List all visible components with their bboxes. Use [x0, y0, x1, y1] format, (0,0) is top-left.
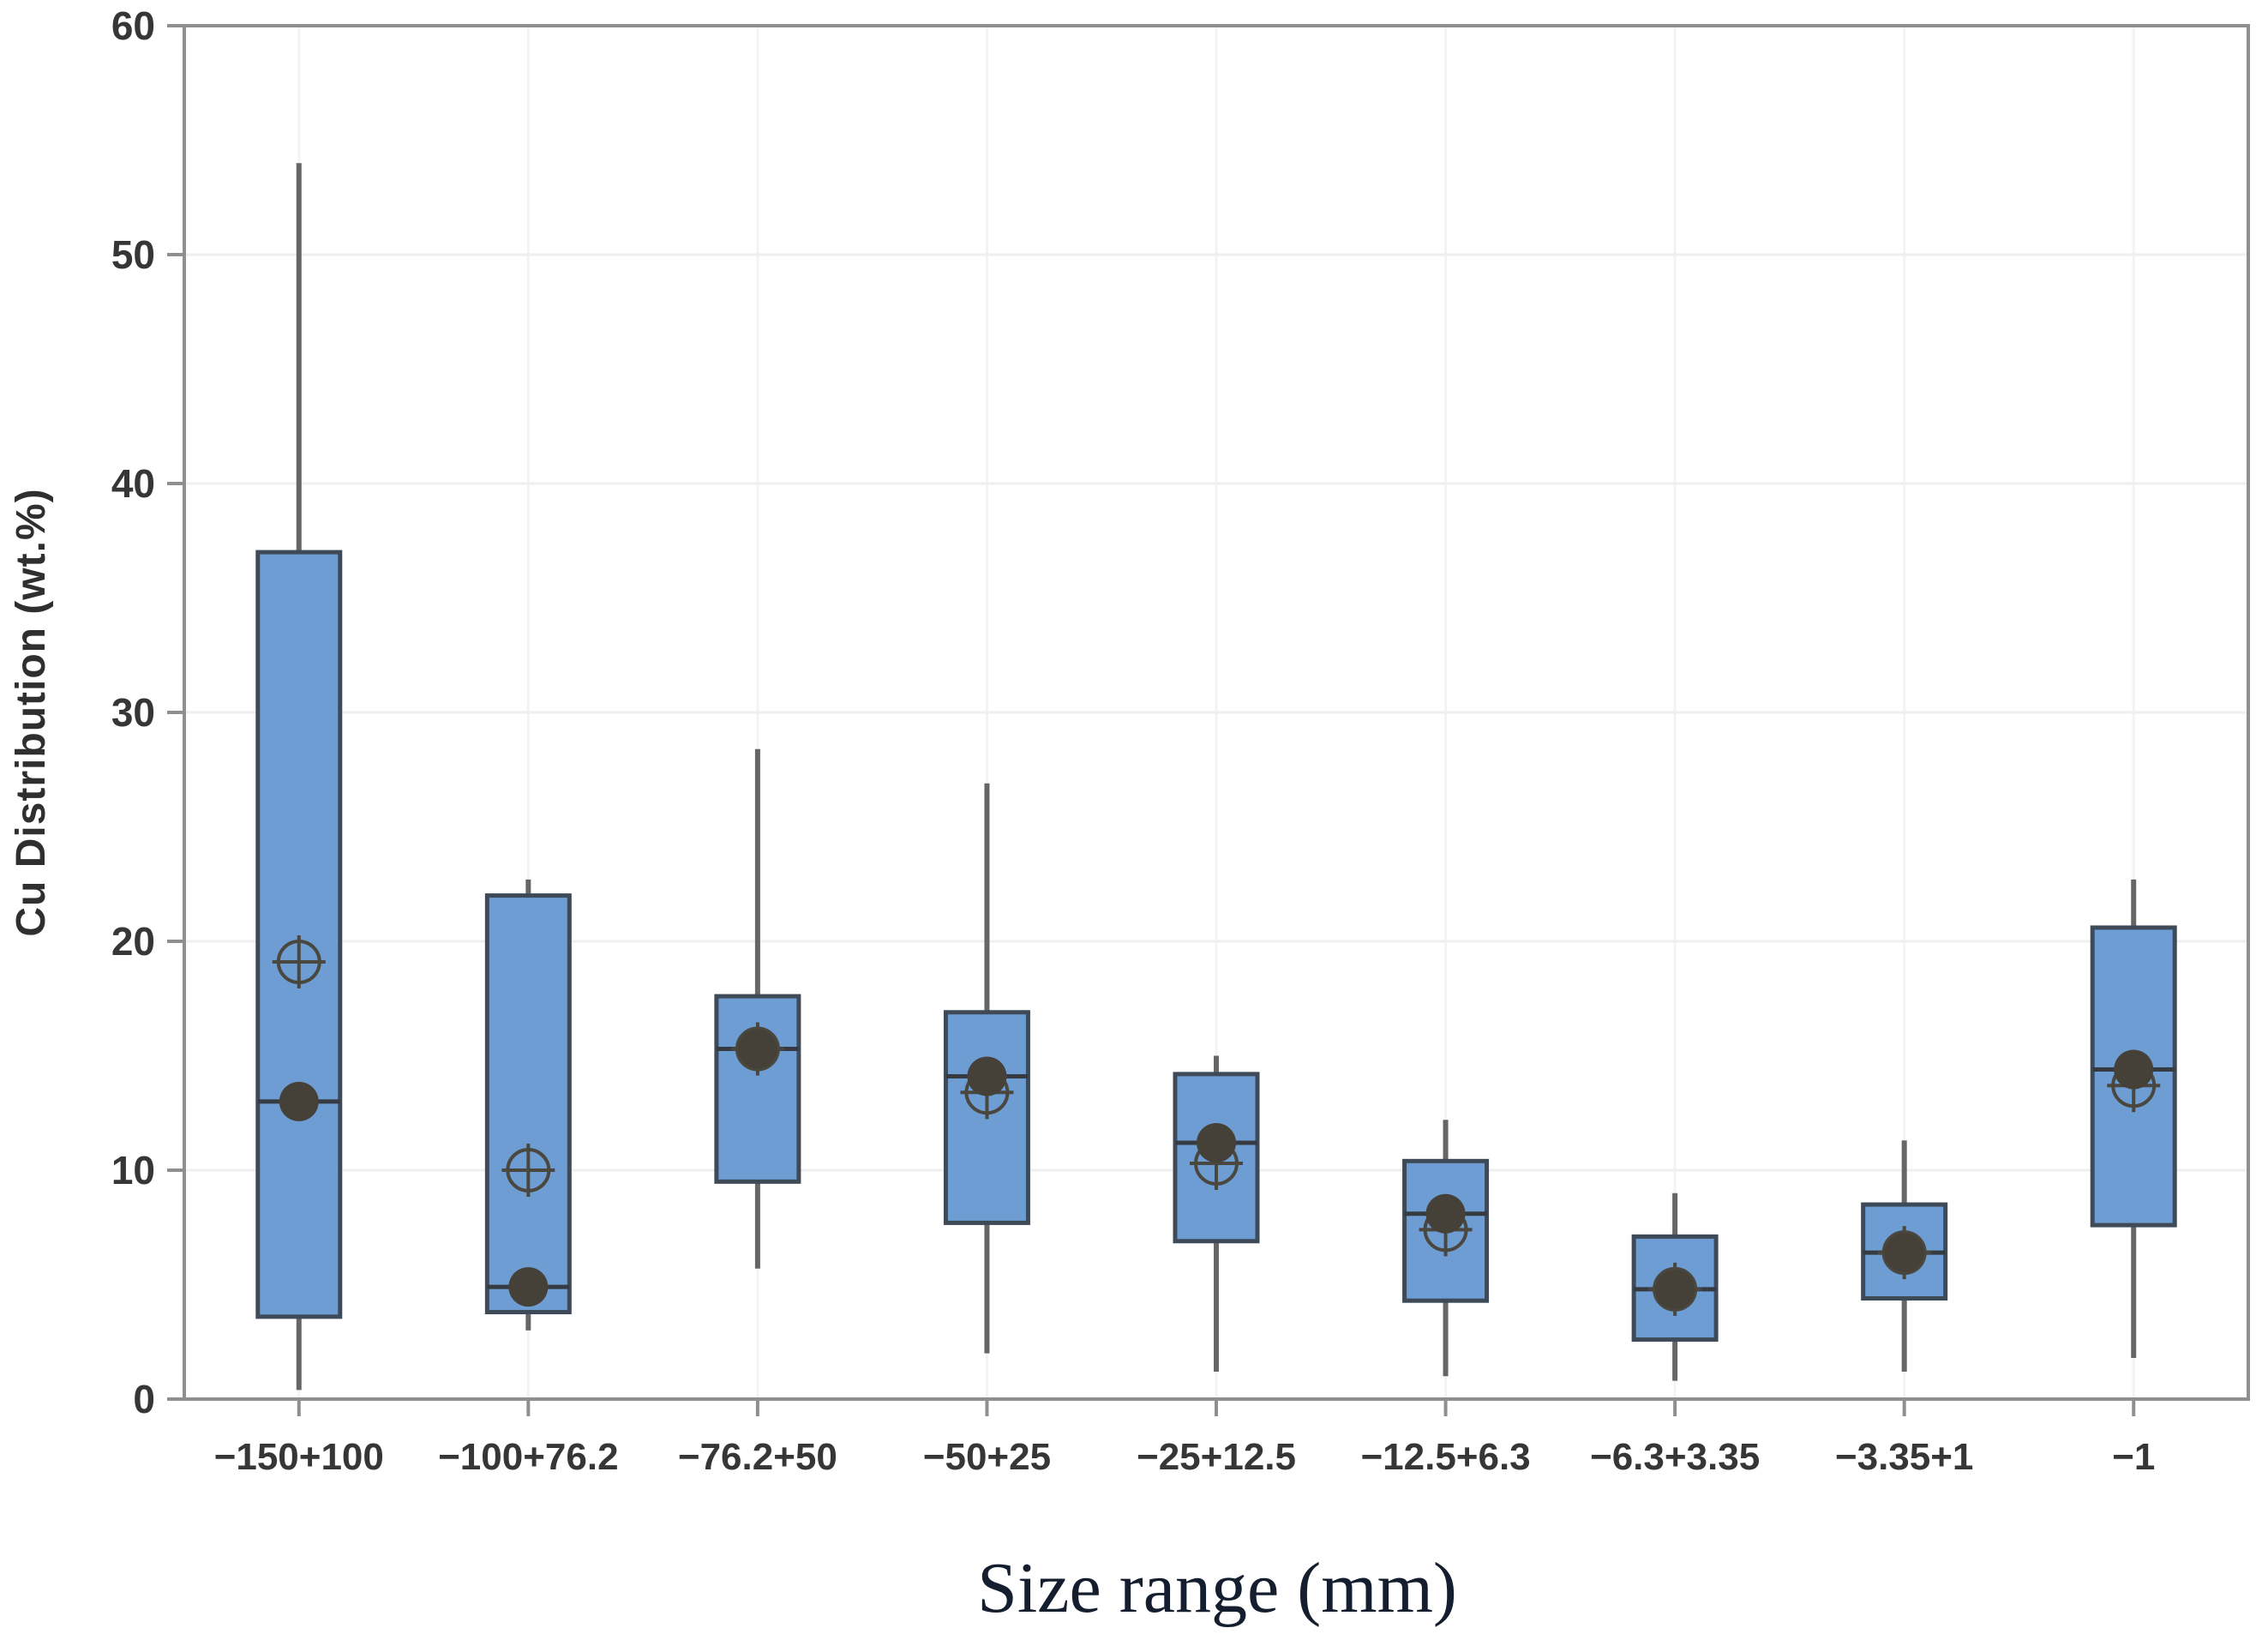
box-group — [2090, 879, 2177, 1358]
y-tick-label: 30 — [111, 690, 155, 735]
y-tick-label: 0 — [133, 1377, 155, 1421]
x-tick-label: −6.3+3.35 — [1590, 1436, 1760, 1478]
box-group — [1402, 1120, 1490, 1377]
x-tick-label: −76.2+50 — [678, 1436, 837, 1478]
median-dot — [737, 1029, 777, 1069]
mean-marker — [501, 1144, 555, 1197]
y-axis-title: Cu Distribution (wt.%) — [9, 488, 54, 936]
median-dot — [508, 1267, 549, 1307]
y-tick-label: 50 — [111, 232, 155, 277]
median-dot — [1197, 1122, 1236, 1162]
x-tick-label: −25+12.5 — [1137, 1436, 1296, 1478]
median-dot — [2114, 1049, 2154, 1090]
x-tick-label: −12.5+6.3 — [1360, 1436, 1530, 1478]
y-tick-label: 40 — [111, 461, 155, 506]
box-rect — [255, 550, 343, 1319]
x-tick-label: −100+76.2 — [438, 1436, 618, 1478]
median-dot — [279, 1081, 319, 1121]
x-tick-label: −150+100 — [214, 1436, 384, 1478]
box-group — [484, 879, 572, 1331]
y-tick-label: 20 — [111, 919, 155, 964]
box-group — [1631, 1192, 1719, 1381]
box-rect — [484, 893, 572, 1315]
box-group — [943, 783, 1030, 1354]
box-group — [1173, 1055, 1260, 1372]
x-axis-title: Size range (mm) — [977, 1548, 1457, 1628]
box-group — [255, 163, 343, 1391]
y-tick-label: 60 — [111, 3, 155, 48]
median-dot — [967, 1056, 1007, 1096]
x-tick-label: −1 — [2112, 1436, 2155, 1478]
mean-marker — [272, 935, 326, 989]
box-group — [1861, 1140, 1948, 1372]
y-tick-label: 10 — [111, 1148, 155, 1192]
box-layer — [255, 163, 2177, 1391]
x-tick-label: −3.35+1 — [1835, 1436, 1974, 1478]
box-group — [714, 748, 801, 1269]
tick-layer: 0 10 20 30 40 50 60 −150+100 −100+76.2 −76.2+50 −5… — [111, 3, 2155, 1478]
x-tick-label: −50+25 — [923, 1436, 1051, 1478]
median-dot — [1655, 1269, 1695, 1309]
median-dot — [1425, 1193, 1466, 1234]
median-dot — [1884, 1233, 1924, 1273]
